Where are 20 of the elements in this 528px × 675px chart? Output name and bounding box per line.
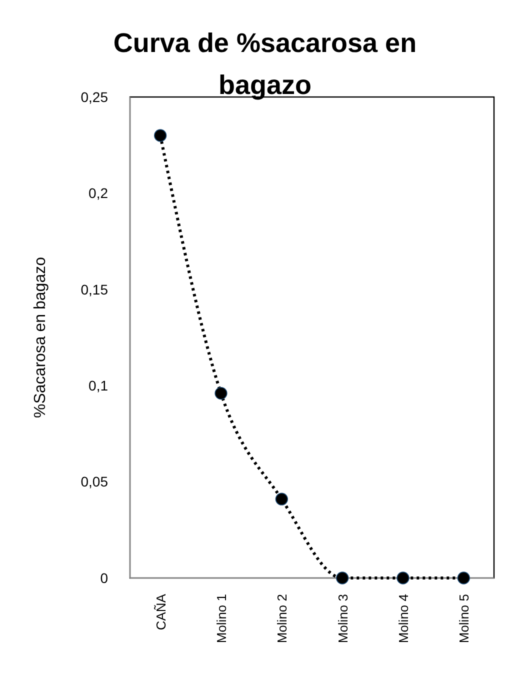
x-tick-label: Molino 2 bbox=[274, 594, 290, 644]
point bbox=[275, 492, 288, 506]
x-tick-label: Molino 3 bbox=[335, 594, 350, 644]
y-tick-label: 0,1 bbox=[88, 378, 108, 394]
point bbox=[154, 129, 167, 142]
y-tick-label: 0,15 bbox=[80, 281, 108, 298]
x-tick-label: Molino 1 bbox=[214, 594, 229, 644]
y-tick-label: 0,05 bbox=[80, 474, 108, 490]
y-tick-label: 0,2 bbox=[88, 185, 108, 202]
point bbox=[457, 572, 470, 584]
point bbox=[214, 386, 228, 400]
x-tick-label: CAÑA bbox=[153, 594, 168, 630]
x-tick-label: Molino 5 bbox=[456, 594, 472, 644]
x-tick-label: Molino 4 bbox=[396, 594, 411, 644]
y-tick-label: 0,25 bbox=[80, 88, 108, 105]
y-tick-label: 0 bbox=[100, 570, 108, 586]
point bbox=[336, 572, 349, 584]
y-axis-title: %Sacarosa en bagazo bbox=[32, 256, 49, 418]
chart-title: Curva de %sacarosa en bagazo bbox=[113, 28, 417, 100]
point bbox=[396, 572, 410, 584]
